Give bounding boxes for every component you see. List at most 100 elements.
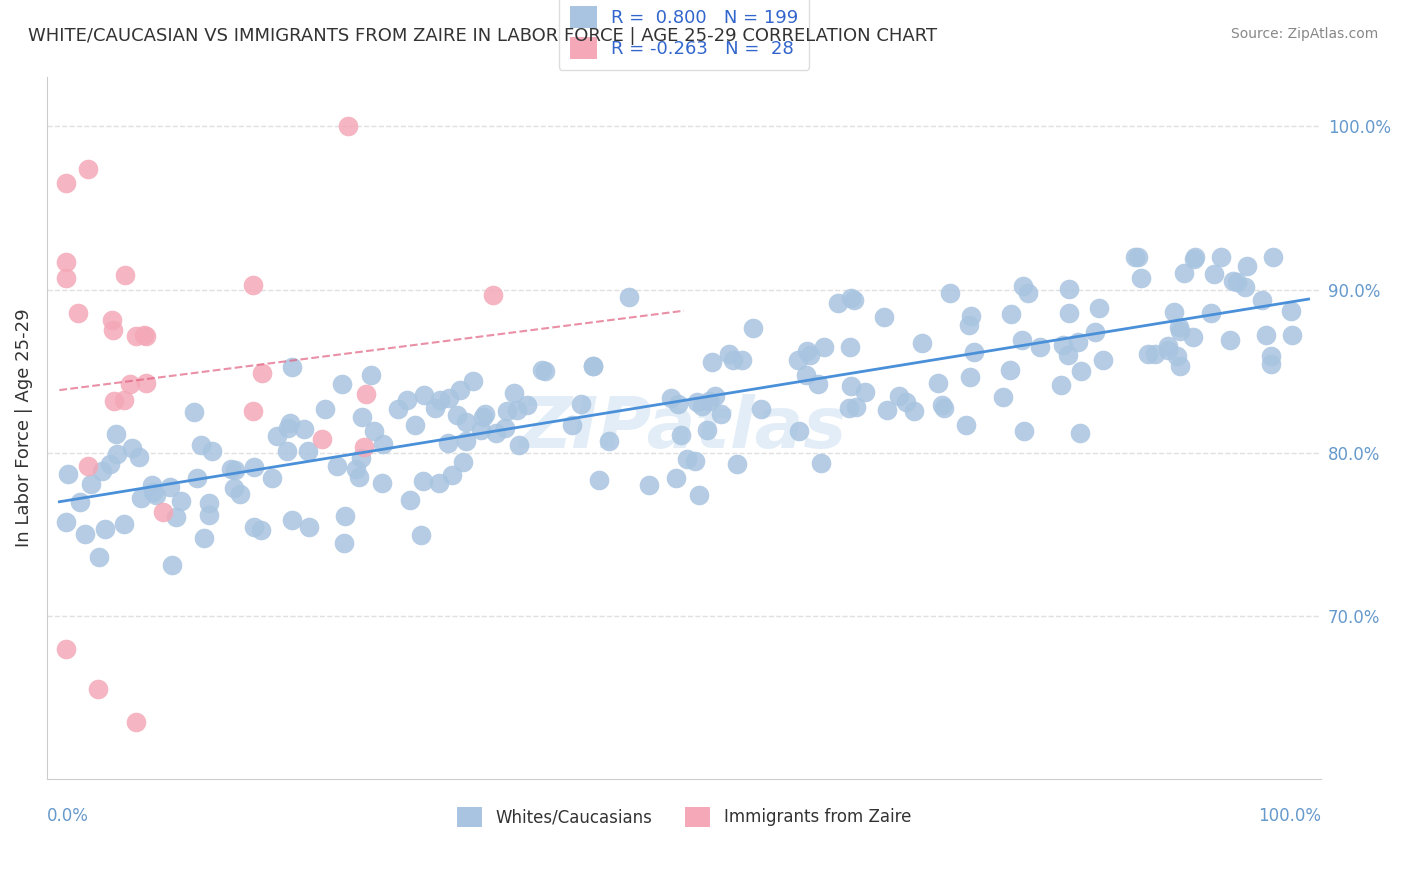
Point [353,440,375,454]
Point [145,488,167,502]
Point [686,394,709,409]
Point [911,335,934,350]
Text: 0.0%: 0.0% [46,807,89,825]
Point [1057,282,1080,296]
Point [333,535,356,549]
Point [1156,339,1178,353]
Point [927,376,949,390]
Point [799,348,821,362]
Text: ZIPatlas: ZIPatlas [520,393,848,463]
Point [337,120,360,134]
Point [690,399,713,413]
Point [1050,377,1073,392]
Point [141,478,163,492]
Point [118,376,141,391]
Point [91,464,114,478]
Point [193,531,215,545]
Text: WHITE/CAUCASIAN VS IMMIGRANTS FROM ZAIRE IN LABOR FORCE | AGE 25-29 CORRELATION : WHITE/CAUCASIAN VS IMMIGRANTS FROM ZAIRE… [28,27,938,45]
Point [894,395,917,409]
Point [496,404,519,418]
Point [725,457,748,471]
Point [132,327,155,342]
Point [94,522,117,536]
Point [561,418,583,433]
Point [669,428,692,442]
Point [249,523,271,537]
Point [1123,250,1146,264]
Point [396,393,419,408]
Point [959,310,981,324]
Point [330,377,353,392]
Point [1011,279,1033,293]
Point [471,410,494,425]
Point [411,528,433,542]
Point [80,477,103,491]
Point [534,364,557,378]
Point [1088,301,1111,316]
Point [360,368,382,383]
Point [813,340,835,354]
Point [1069,425,1091,440]
Point [266,429,288,443]
Point [1126,250,1149,264]
Text: 100.0%: 100.0% [1258,807,1322,825]
Point [242,404,264,418]
Point [676,452,699,467]
Point [1156,343,1178,358]
Point [963,344,986,359]
Point [104,427,127,442]
Point [582,359,605,373]
Point [55,642,77,657]
Point [135,329,157,343]
Point [688,488,710,502]
Legend: Whites/Caucasians, Immigrants from Zaire: Whites/Caucasians, Immigrants from Zaire [450,800,918,834]
Point [1057,348,1080,362]
Point [1182,252,1205,267]
Point [101,313,124,327]
Point [446,408,468,422]
Text: Source: ZipAtlas.com: Source: ZipAtlas.com [1230,27,1378,41]
Point [810,456,832,470]
Point [839,291,862,305]
Point [582,359,605,374]
Point [437,436,460,450]
Point [242,278,264,293]
Point [170,494,193,508]
Point [243,460,266,475]
Point [617,290,640,304]
Point [335,509,357,524]
Point [276,444,298,458]
Point [839,341,862,355]
Point [69,495,91,509]
Point [186,471,208,485]
Point [1057,306,1080,320]
Point [399,493,422,508]
Point [1070,364,1092,378]
Point [955,418,977,433]
Point [839,379,862,393]
Point [588,473,610,487]
Point [827,296,849,310]
Point [1233,279,1256,293]
Point [344,462,367,476]
Point [1130,270,1153,285]
Point [277,421,299,435]
Point [371,437,394,451]
Point [1222,274,1244,288]
Point [721,352,744,367]
Point [159,480,181,494]
Point [932,401,955,415]
Point [1052,338,1074,352]
Point [125,328,148,343]
Point [314,401,336,416]
Point [569,397,592,411]
Point [993,390,1015,404]
Point [87,549,110,564]
Point [1166,349,1188,363]
Point [1144,346,1167,360]
Point [1236,259,1258,273]
Point [1204,267,1226,281]
Point [838,401,860,415]
Point [807,377,830,392]
Point [1209,250,1232,264]
